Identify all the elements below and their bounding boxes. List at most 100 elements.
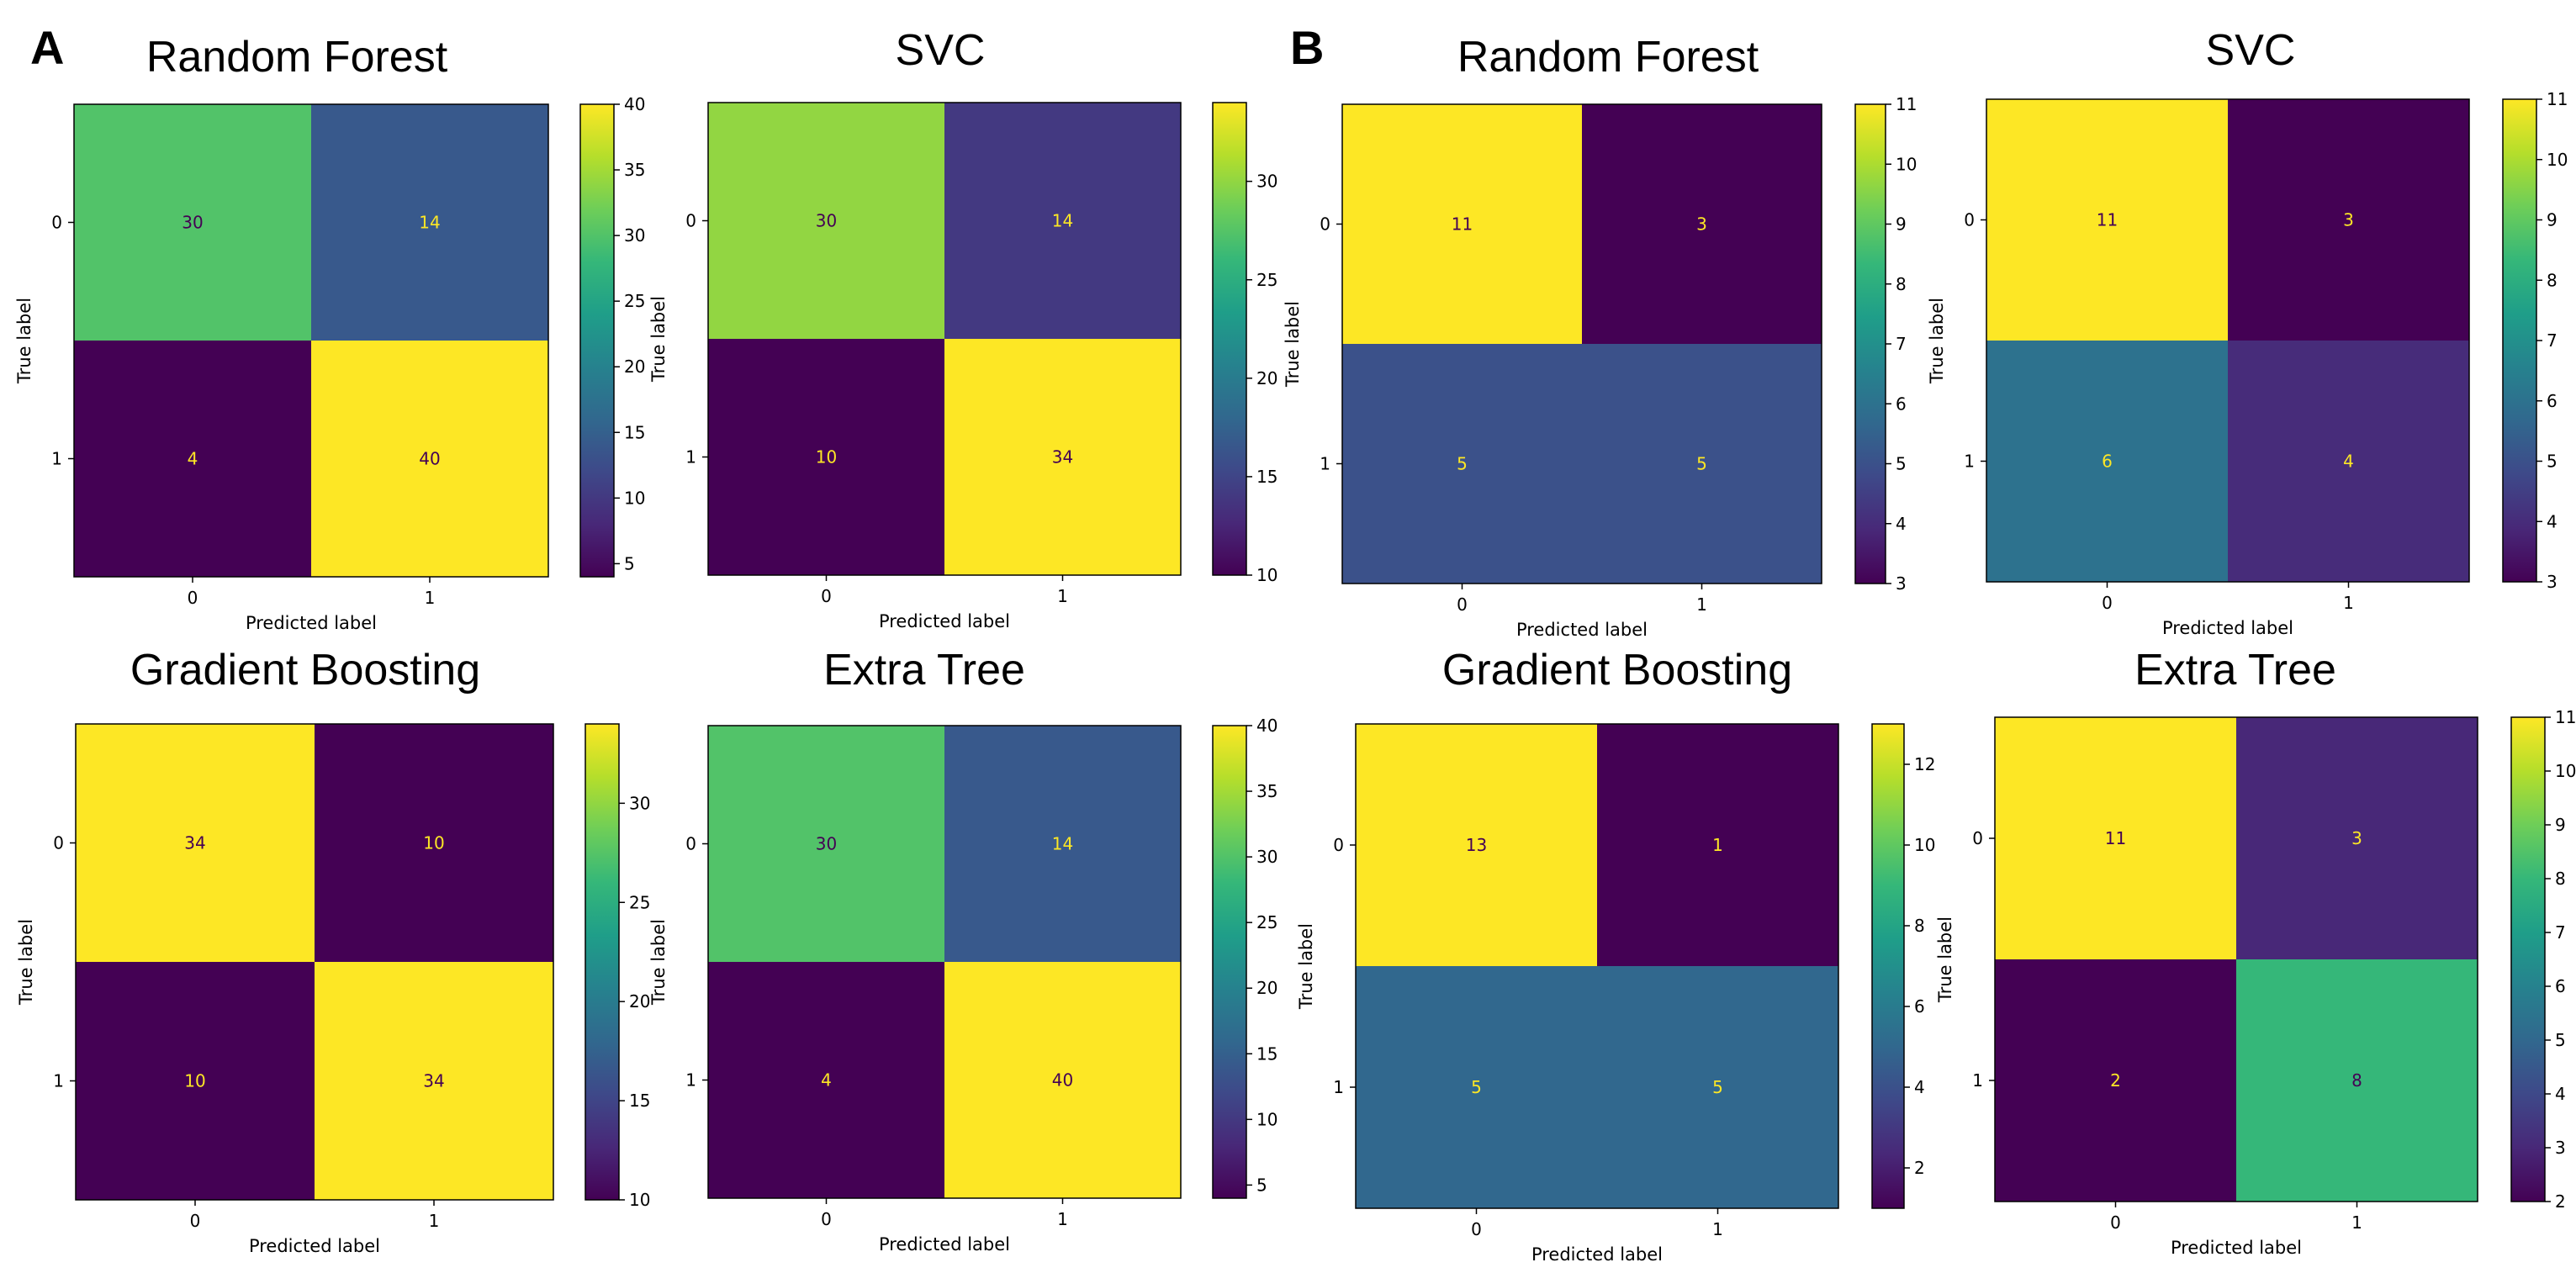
- x-tick-label: 0: [1457, 594, 1468, 615]
- colorbar-tick-label: 25: [1256, 912, 1277, 932]
- matrix-cell: [708, 103, 945, 340]
- matrix-cell: [2228, 99, 2470, 341]
- cell-value-label: 30: [816, 834, 837, 854]
- matrix-cell: [944, 962, 1182, 1199]
- colorbar: [1871, 723, 1905, 1209]
- matrix-cell: [76, 724, 315, 963]
- cell-value-label: 40: [1052, 1070, 1073, 1091]
- y-tick-label: 1: [1320, 454, 1330, 474]
- heatmap-frame: [707, 102, 1182, 576]
- colorbar-tick-label: 2: [2555, 1191, 2566, 1212]
- cell-value-label: 14: [419, 213, 440, 233]
- heatmap-frame: [1994, 716, 2478, 1202]
- colorbar-tick-label: 5: [1896, 454, 1907, 474]
- colorbar-tick-label: 7: [1896, 334, 1907, 354]
- heatmap-frame: [1355, 723, 1839, 1209]
- colorbar-tick-label: 30: [1256, 847, 1277, 867]
- colorbar-tick-label: 25: [1256, 270, 1277, 290]
- colorbar-tick-label: 30: [629, 793, 650, 813]
- cell-value-label: 34: [184, 833, 205, 853]
- y-tick-label: 0: [1320, 214, 1330, 235]
- matrix-cell: [708, 962, 945, 1199]
- colorbar-tick-label: 5: [2555, 1030, 2566, 1050]
- colorbar-tick-label: 10: [2555, 761, 2576, 781]
- colorbar-tick-label: 11: [2555, 707, 2576, 727]
- x-axis-label: Predicted label: [2162, 618, 2293, 638]
- colorbar-tick-label: 25: [629, 892, 650, 912]
- matrix-cell: [708, 339, 945, 576]
- y-axis-label: True label: [648, 296, 669, 383]
- colorbar-tick-label: 6: [2555, 976, 2566, 996]
- x-tick-label: 0: [821, 586, 832, 606]
- cell-value-label: 3: [2351, 828, 2362, 848]
- x-tick-label: 0: [1471, 1219, 1482, 1239]
- colorbar: [1854, 103, 1886, 584]
- matrix-cell: [2236, 959, 2478, 1202]
- matrix-cell: [944, 339, 1182, 576]
- chart-title-b-gradient-boosting: Gradient Boosting: [1441, 646, 1793, 695]
- cell-value-label: 10: [184, 1071, 205, 1091]
- cell-value-label: 34: [1052, 447, 1073, 467]
- cell-value-label: 3: [1696, 214, 1707, 235]
- colorbar-tick-label: 5: [624, 553, 635, 573]
- colorbar: [2510, 716, 2546, 1202]
- colorbar-tick-label: 40: [624, 94, 645, 114]
- colorbar-tick-label: 40: [1256, 716, 1277, 736]
- y-axis-label: True label: [1927, 298, 1947, 384]
- cell-value-label: 5: [1696, 454, 1707, 474]
- colorbar-tick-label: 5: [1256, 1175, 1267, 1195]
- matrix-cell: [1986, 99, 2229, 341]
- colorbar-tick-label: 3: [2555, 1138, 2566, 1158]
- matrix-cell: [944, 103, 1182, 340]
- chart-title-b-svc: SVC: [2205, 26, 2296, 75]
- chart-title-a-random-forest: Random Forest: [145, 33, 448, 82]
- y-tick-label: 0: [685, 211, 696, 231]
- cell-value-label: 3: [2343, 210, 2354, 230]
- colorbar-tick-label: 4: [2555, 1084, 2566, 1104]
- cell-value-label: 30: [816, 211, 837, 231]
- y-tick-label: 1: [1964, 452, 1975, 472]
- y-axis-label: True label: [1296, 923, 1316, 1010]
- matrix-cell: [311, 341, 549, 578]
- cell-value-label: 13: [1466, 835, 1487, 855]
- colorbar-tick-label: 7: [2547, 330, 2557, 351]
- colorbar-tick-label: 10: [1256, 565, 1277, 585]
- colorbar-tick-label: 30: [1256, 172, 1277, 192]
- cell-value-label: 1: [1712, 835, 1723, 855]
- colorbar-tick-label: 20: [1256, 978, 1277, 998]
- x-tick-label: 0: [821, 1209, 832, 1229]
- chart-title-a-svc: SVC: [895, 26, 986, 75]
- colorbar: [2502, 98, 2537, 583]
- colorbar-tick-label: 10: [1914, 835, 1935, 855]
- matrix-cell: [1582, 344, 1822, 584]
- heatmap-frame: [75, 723, 554, 1201]
- matrix-cell: [944, 726, 1182, 963]
- cell-value-label: 8: [2351, 1070, 2362, 1091]
- cell-value-label: 4: [821, 1070, 832, 1091]
- colorbar: [584, 723, 620, 1201]
- cell-value-label: 10: [816, 447, 837, 467]
- colorbar-tick-label: 11: [1896, 94, 1917, 114]
- y-tick-label: 0: [53, 833, 64, 853]
- y-axis-label: True label: [16, 919, 36, 1006]
- cell-value-label: 5: [1471, 1077, 1482, 1097]
- colorbar: [1212, 725, 1247, 1199]
- colorbar-tick-label: 3: [1896, 573, 1907, 594]
- cell-value-label: 11: [2105, 828, 2126, 848]
- colorbar-tick-label: 20: [629, 991, 650, 1012]
- x-tick-label: 1: [1057, 586, 1068, 606]
- x-tick-label: 0: [2102, 593, 2113, 613]
- matrix-cell: [1995, 717, 2237, 960]
- cell-value-label: 14: [1052, 834, 1073, 854]
- matrix-cell: [1356, 724, 1598, 967]
- cell-value-label: 14: [1052, 211, 1073, 231]
- colorbar-tick-label: 15: [1256, 1043, 1277, 1064]
- colorbar-tick-label: 10: [624, 488, 645, 508]
- x-axis-label: Predicted label: [1516, 620, 1648, 640]
- x-axis-label: Predicted label: [2171, 1238, 2302, 1258]
